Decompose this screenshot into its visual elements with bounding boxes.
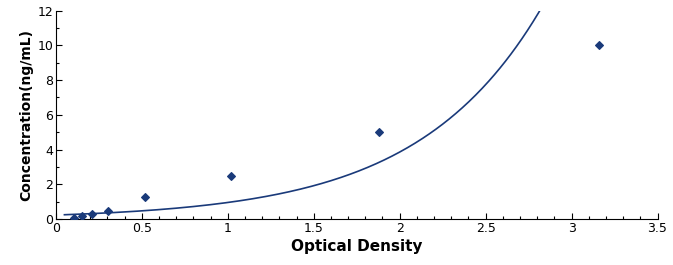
Y-axis label: Concentration(ng/mL): Concentration(ng/mL) <box>19 29 33 201</box>
X-axis label: Optical Density: Optical Density <box>291 239 423 254</box>
